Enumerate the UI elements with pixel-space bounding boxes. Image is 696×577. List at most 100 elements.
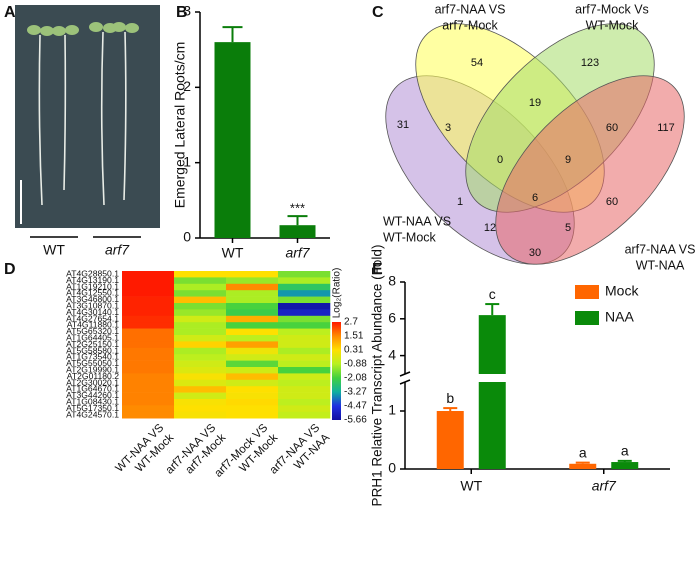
venn-count: 9 — [565, 154, 571, 166]
venn-set — [495, 75, 685, 265]
row-label: AT3G46800.1 — [66, 294, 119, 304]
row-label: AT4G28850.1 — [66, 268, 119, 278]
axis-break — [399, 379, 411, 385]
heatmap-cell — [174, 296, 227, 304]
row-label: AT4G11880.1 — [67, 320, 119, 330]
venn-count: 54 — [471, 57, 483, 69]
heatmap-cell — [174, 405, 227, 413]
heatmap-cell — [226, 290, 279, 297]
heatmap-cell — [226, 347, 279, 355]
heatmap-cell — [122, 290, 175, 297]
significance: a — [621, 443, 629, 459]
row-label: AT4G13190.1 — [66, 275, 119, 285]
heatmap-cell — [278, 335, 331, 342]
heatmap-cell — [122, 360, 175, 368]
x-tick-label: arf7 — [592, 478, 617, 494]
heatmap-cell — [122, 328, 175, 336]
significance: b — [446, 390, 454, 406]
row-label: AT2G25150.1 — [66, 339, 119, 349]
heatmap-cell — [226, 386, 279, 393]
venn-count: 12 — [484, 222, 496, 234]
row-label: AT2G30020.1 — [66, 377, 119, 387]
heatmap-cell — [122, 405, 175, 413]
heatmap-cell — [226, 335, 279, 342]
heatmap-cell — [278, 373, 331, 381]
y-tick-label: 3 — [183, 3, 191, 19]
venn-set-label: WT-Mock — [383, 230, 437, 244]
venn-set-label: arf7-NAA VS — [435, 2, 506, 16]
heatmap-cell — [174, 283, 227, 291]
venn-count: 1 — [457, 196, 463, 208]
heatmap-cell — [278, 379, 331, 387]
row-label: AT1G73540.1 — [66, 352, 119, 362]
venn-count: 19 — [529, 97, 541, 109]
colorbar-tick-label: -4.47 — [344, 401, 367, 412]
significance: *** — [290, 201, 305, 216]
heatmap-cell — [226, 303, 279, 310]
heatmap-cell — [174, 411, 227, 419]
heatmap-cell — [174, 322, 227, 329]
heatmap-cell — [174, 309, 227, 317]
venn-count: 60 — [606, 122, 618, 134]
heatmap-cell — [174, 392, 227, 400]
row-label: AT1G08430.1 — [66, 396, 119, 406]
heatmap-cell — [278, 315, 331, 323]
venn-set-label: WT-NAA VS — [383, 214, 451, 228]
heatmap-cell — [226, 315, 279, 323]
significance: c — [489, 286, 496, 302]
heatmap-cell — [174, 399, 227, 406]
heatmap-cell — [226, 379, 279, 387]
venn-count: 6 — [532, 192, 538, 204]
heatmap-cell — [122, 322, 175, 329]
row-label: AT2G01180.2 — [67, 371, 119, 381]
heatmap-cell — [122, 367, 175, 374]
heatmap-cell — [278, 399, 331, 406]
heatmap-cell — [122, 335, 175, 342]
heatmap-cell — [122, 347, 175, 355]
heatmap-cell — [122, 277, 175, 285]
bar — [436, 411, 464, 469]
heatmap-cell — [278, 303, 331, 310]
heatmap-cell — [174, 367, 227, 374]
y-tick-label: 0 — [183, 229, 191, 245]
heatmap-cell — [278, 328, 331, 336]
heatmap-cell — [174, 379, 227, 387]
y-tick-label: 1 — [388, 402, 396, 418]
heatmap-cell — [122, 309, 175, 317]
heatmap-cell — [174, 303, 227, 310]
heatmap-cell — [278, 360, 331, 368]
row-label: AT4G27654.1 — [66, 313, 119, 323]
heatmap-cell — [122, 411, 175, 419]
x-tick-label: WT — [460, 478, 482, 494]
row-label: AT4G12550.1 — [66, 288, 119, 298]
heatmap-cell — [174, 290, 227, 297]
heatmap-cell — [278, 367, 331, 374]
heatmap-cell — [226, 309, 279, 317]
heatmap-cell — [278, 411, 331, 419]
group-label: arf7 — [105, 242, 130, 258]
heatmap-cell — [174, 328, 227, 336]
x-tick-label: arf7 — [285, 245, 310, 261]
colorbar-tick-label: 2.7 — [344, 317, 358, 328]
heatmap-cell — [226, 271, 279, 278]
photo-background — [15, 5, 160, 228]
heatmap-cell — [278, 386, 331, 393]
heatmap-cell — [226, 328, 279, 336]
legend-swatch — [575, 311, 599, 325]
y-tick-label: 1 — [183, 153, 191, 169]
group-label: WT — [43, 242, 65, 258]
y-tick-label: 2 — [183, 78, 191, 94]
photo: WT arf7 — [15, 5, 160, 258]
colorbar-tick-label: 1.51 — [344, 331, 364, 342]
heatmap-cell — [122, 283, 175, 291]
heatmap-cell — [278, 290, 331, 297]
row-label: AT3G10870.1 — [66, 300, 119, 310]
venn-set-label: arf7-Mock — [442, 18, 498, 32]
row-label: AT1G19210.1 — [66, 281, 119, 291]
y-axis-label: Emerged Lateral Roots/cm — [172, 42, 188, 209]
heatmap-cell — [122, 315, 175, 323]
heatmap-cell — [174, 360, 227, 368]
bar — [279, 225, 316, 238]
